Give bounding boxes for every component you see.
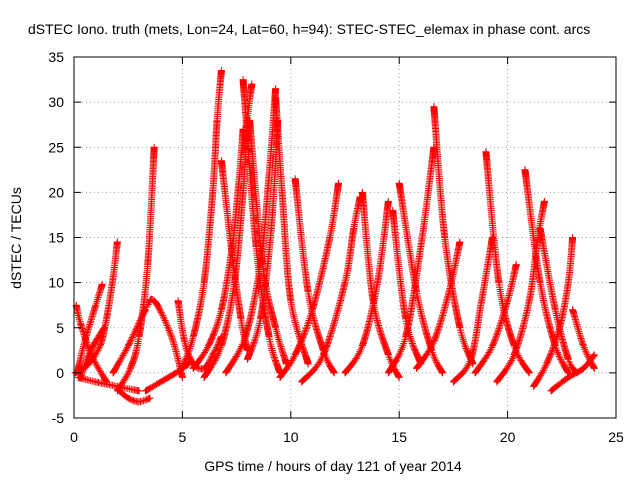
axis-ticks: 0 5 10 15 20 25 -5 0 5 10 15 20 25 30 35: [48, 49, 624, 445]
series-arc: [449, 234, 496, 386]
series-marker-path: [384, 143, 438, 377]
series-arc: [116, 387, 154, 406]
x-axis-label: GPS time / hours of day 121 of year 2014: [204, 458, 462, 474]
series-arc: [74, 280, 106, 372]
series-arc: [530, 234, 577, 390]
series-marker-path: [298, 193, 364, 386]
y-tick-label: 0: [56, 365, 64, 381]
y-axis-label: dSTEC / TECUs: [8, 187, 24, 289]
series-arc: [189, 125, 247, 372]
series-arc: [109, 295, 186, 381]
y-tick-label: 30: [48, 94, 64, 110]
x-tick-label: 15: [391, 429, 407, 445]
chart-title: dSTEC Iono. truth (mets, Lon=24, Lat=60,…: [28, 21, 590, 37]
series-marker-path: [276, 179, 342, 381]
series-arc: [471, 261, 520, 377]
series-marker-path: [243, 116, 282, 363]
series-arc: [74, 373, 143, 395]
series-marker-path: [389, 206, 425, 368]
series-marker-path: [530, 234, 577, 390]
x-tick-label: 10: [283, 429, 299, 445]
series-marker-path: [116, 387, 154, 406]
series-arc: [243, 116, 282, 363]
series-arc: [413, 238, 464, 372]
series-arc: [493, 197, 548, 386]
series-arc: [569, 306, 598, 372]
series-arc: [341, 197, 392, 377]
y-tick-label: 15: [48, 230, 64, 246]
x-tick-label: 0: [70, 429, 78, 445]
series-marker-path: [569, 306, 598, 372]
series-arc: [389, 206, 425, 368]
y-tick-label: 35: [48, 49, 64, 65]
y-tick-label: -5: [52, 410, 65, 426]
y-tick-label: 10: [48, 275, 64, 291]
series-marker-path: [449, 234, 496, 386]
series-arc: [200, 80, 256, 381]
series-marker-path: [189, 125, 247, 372]
series-arc: [521, 166, 572, 377]
series-marker-path: [74, 280, 106, 372]
series-arc: [298, 193, 364, 386]
y-tick-label: 25: [48, 139, 64, 155]
series-arc: [384, 143, 438, 377]
series-marker-path: [74, 373, 143, 395]
series-marker-path: [109, 295, 186, 381]
series-marker-path: [178, 67, 225, 372]
x-tick-label: 5: [179, 429, 187, 445]
series-marker-path: [521, 166, 572, 377]
y-tick-label: 5: [56, 320, 64, 336]
series-marker-path: [493, 197, 548, 386]
data-marks: [71, 67, 598, 406]
series-marker-path: [341, 197, 392, 377]
grid-lines: [74, 57, 616, 418]
series-arc: [178, 67, 225, 372]
series-marker-path: [200, 80, 256, 381]
x-tick-label: 20: [500, 429, 516, 445]
y-tick-label: 20: [48, 184, 64, 200]
series-arc: [276, 179, 342, 381]
series-marker-path: [471, 261, 520, 377]
x-tick-label: 25: [608, 429, 624, 445]
series-marker-path: [413, 238, 464, 372]
